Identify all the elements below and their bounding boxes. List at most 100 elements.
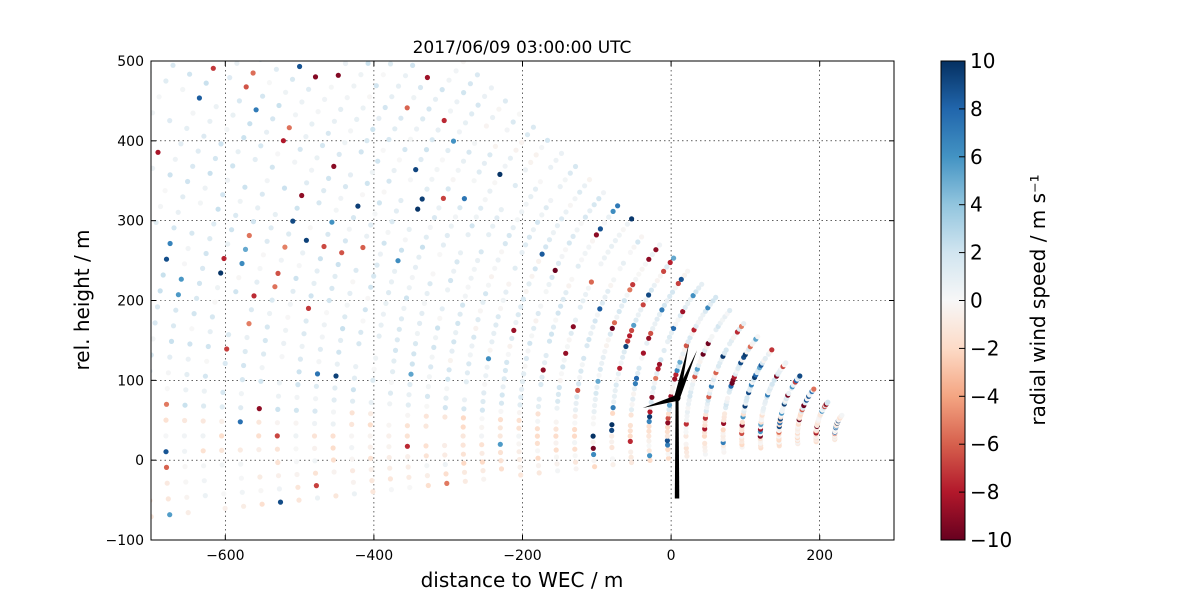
data-point bbox=[500, 384, 506, 390]
data-point bbox=[506, 232, 512, 239]
data-point bbox=[412, 264, 419, 270]
data-point bbox=[311, 433, 318, 439]
data-point bbox=[615, 203, 621, 209]
data-point bbox=[590, 439, 596, 445]
data-point bbox=[627, 333, 633, 339]
data-point bbox=[513, 319, 519, 326]
data-point bbox=[605, 249, 611, 255]
data-point bbox=[535, 411, 541, 417]
data-point bbox=[631, 322, 637, 328]
data-point bbox=[145, 450, 150, 455]
data-point bbox=[621, 298, 627, 304]
data-point bbox=[492, 143, 498, 149]
data-point bbox=[535, 448, 541, 454]
data-point bbox=[350, 215, 357, 221]
data-point bbox=[471, 178, 477, 184]
data-point bbox=[312, 458, 318, 464]
data-point bbox=[262, 337, 268, 344]
data-point bbox=[219, 462, 225, 468]
data-point bbox=[627, 249, 634, 255]
data-point bbox=[274, 433, 280, 439]
data-point bbox=[439, 157, 445, 163]
data-point bbox=[342, 184, 349, 190]
data-point bbox=[489, 339, 495, 345]
data-point bbox=[516, 425, 522, 431]
data-point bbox=[142, 268, 147, 273]
data-point bbox=[330, 457, 337, 463]
data-point bbox=[601, 220, 608, 226]
data-point bbox=[312, 408, 318, 414]
data-point bbox=[200, 418, 206, 424]
data-point bbox=[330, 409, 337, 415]
data-point bbox=[672, 376, 678, 382]
data-point bbox=[597, 366, 603, 372]
data-point bbox=[368, 411, 374, 417]
data-point bbox=[581, 355, 587, 361]
data-point bbox=[237, 198, 243, 204]
data-point bbox=[644, 340, 650, 346]
colorbar-label: radial wind speed / m s⁻¹ bbox=[1026, 174, 1050, 425]
data-point bbox=[418, 156, 424, 163]
data-point bbox=[455, 320, 461, 326]
data-point bbox=[165, 496, 171, 502]
data-point bbox=[387, 390, 394, 396]
data-point bbox=[329, 219, 335, 225]
data-point bbox=[597, 306, 603, 312]
data-point bbox=[741, 321, 747, 327]
data-point bbox=[299, 192, 305, 199]
data-point bbox=[163, 401, 170, 407]
data-point bbox=[342, 314, 348, 320]
data-point bbox=[296, 369, 302, 375]
data-point bbox=[597, 226, 604, 232]
data-point bbox=[236, 275, 242, 281]
data-point bbox=[537, 179, 544, 185]
data-point bbox=[574, 394, 580, 400]
data-point bbox=[145, 433, 150, 438]
data-point bbox=[559, 253, 565, 260]
data-point bbox=[672, 285, 679, 291]
data-point bbox=[611, 399, 617, 405]
data-point bbox=[685, 268, 691, 274]
data-point bbox=[322, 96, 328, 102]
data-point bbox=[646, 448, 652, 454]
data-point bbox=[224, 126, 230, 133]
data-point bbox=[727, 307, 733, 314]
data-point bbox=[591, 458, 597, 464]
x-tick-label: 0 bbox=[667, 548, 676, 564]
data-point bbox=[238, 461, 244, 467]
data-point bbox=[488, 85, 494, 91]
data-point bbox=[500, 297, 506, 303]
data-point bbox=[242, 184, 248, 190]
data-point bbox=[572, 440, 578, 446]
data-point bbox=[369, 478, 375, 484]
data-point bbox=[195, 148, 201, 154]
data-point bbox=[239, 489, 245, 495]
data-point bbox=[646, 428, 652, 434]
data-point bbox=[445, 186, 451, 192]
data-point bbox=[523, 355, 530, 362]
data-point bbox=[592, 402, 598, 409]
data-point bbox=[420, 116, 426, 122]
data-point bbox=[658, 357, 664, 363]
data-point bbox=[617, 266, 623, 272]
data-point bbox=[289, 76, 296, 82]
data-point bbox=[460, 415, 466, 421]
data-point bbox=[570, 233, 576, 239]
data-point bbox=[415, 206, 421, 212]
data-point bbox=[272, 284, 278, 290]
x-tick-label: −400 bbox=[355, 548, 393, 564]
data-point bbox=[368, 399, 374, 406]
data-point bbox=[611, 320, 618, 326]
data-point bbox=[167, 512, 173, 518]
data-point bbox=[577, 304, 583, 310]
data-point bbox=[553, 419, 559, 425]
data-point bbox=[651, 282, 657, 288]
data-point bbox=[579, 362, 585, 368]
data-point bbox=[535, 455, 541, 461]
data-point bbox=[316, 359, 322, 365]
data-point bbox=[649, 394, 655, 400]
data-point bbox=[402, 73, 409, 79]
data-point bbox=[259, 365, 265, 371]
data-point bbox=[535, 310, 541, 317]
data-point bbox=[566, 337, 572, 343]
